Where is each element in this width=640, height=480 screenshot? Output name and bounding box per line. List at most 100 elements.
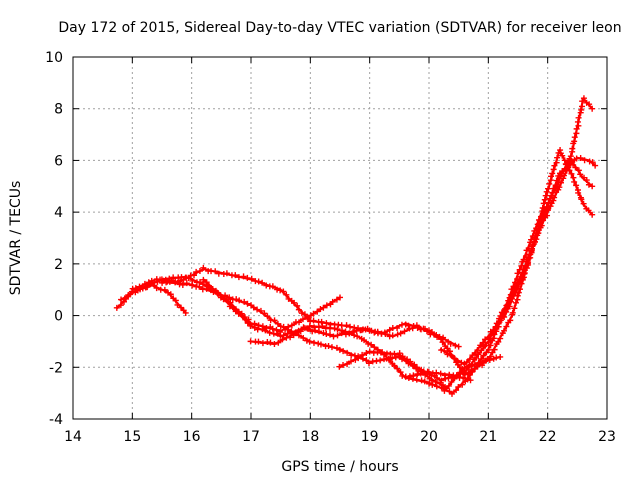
data-point <box>585 181 592 188</box>
data-point <box>460 374 467 381</box>
data-point <box>469 368 476 375</box>
grid <box>73 57 607 419</box>
data-point <box>457 364 464 371</box>
data-point <box>549 189 556 196</box>
data-point <box>113 304 120 311</box>
data-point <box>323 320 330 327</box>
data-point <box>306 338 313 345</box>
data-point <box>267 339 274 346</box>
data-point <box>544 212 551 219</box>
data-point <box>319 323 326 330</box>
data-point <box>295 306 302 313</box>
data-point <box>397 330 404 337</box>
x-tick-label: 17 <box>242 429 260 445</box>
data-point <box>568 170 575 177</box>
data-point <box>320 329 327 336</box>
data-point <box>466 362 473 369</box>
data-point <box>340 362 347 369</box>
data-point <box>316 328 323 335</box>
data-point <box>236 297 243 304</box>
data-point <box>453 372 460 379</box>
data-point <box>394 331 401 338</box>
data-point <box>148 277 155 284</box>
data-point <box>303 337 310 344</box>
data-point <box>407 358 414 365</box>
data-point <box>196 283 203 290</box>
data-point <box>178 304 185 311</box>
data-point <box>223 270 230 277</box>
x-tick-label: 15 <box>123 429 141 445</box>
plot-frame <box>72 56 608 420</box>
data-point <box>497 335 504 342</box>
data-point <box>279 336 286 343</box>
data-point <box>132 285 139 292</box>
data-point <box>580 200 587 207</box>
data-point <box>570 174 577 181</box>
data-point <box>487 353 494 360</box>
data-point <box>368 327 375 334</box>
data-point <box>528 236 535 243</box>
data-point <box>455 343 462 350</box>
data-point <box>167 291 174 298</box>
data-point <box>365 360 372 367</box>
x-tick-label: 18 <box>301 429 319 445</box>
x-tick-label: 22 <box>539 429 557 445</box>
data-point <box>254 306 261 313</box>
data-point <box>397 369 404 376</box>
data-point <box>540 200 547 207</box>
data-point <box>142 284 149 291</box>
data-point <box>409 375 416 382</box>
data-point <box>355 355 362 362</box>
data-point <box>359 351 366 358</box>
series-track-8 <box>402 156 596 397</box>
data-point <box>556 184 563 191</box>
data-point <box>452 342 459 349</box>
data-point <box>473 354 480 361</box>
data-point <box>127 290 134 297</box>
data-point <box>296 319 303 326</box>
data-point <box>480 352 487 359</box>
data-point <box>391 350 398 357</box>
y-tick-label: 8 <box>54 102 63 118</box>
data-point <box>592 162 599 169</box>
data-point <box>447 351 454 358</box>
data-point <box>257 307 264 314</box>
data-point <box>424 368 431 375</box>
data-point <box>421 378 428 385</box>
data-point <box>301 325 308 332</box>
data-point <box>259 326 266 333</box>
data-point <box>226 294 233 301</box>
data-point <box>288 322 295 329</box>
data-point <box>224 298 231 305</box>
data-point <box>544 185 551 192</box>
data-point <box>366 348 373 355</box>
data-point <box>247 322 254 329</box>
data-point <box>299 316 306 323</box>
data-point <box>399 353 406 360</box>
data-point <box>458 359 465 366</box>
data-point <box>287 334 294 341</box>
data-point <box>174 301 181 308</box>
data-point <box>554 154 561 161</box>
data-point <box>586 158 593 165</box>
data-point <box>241 298 248 305</box>
data-point <box>420 325 427 332</box>
data-point <box>261 310 268 317</box>
data-point <box>318 318 325 325</box>
y-tick-label: -2 <box>49 360 63 376</box>
data-point <box>441 387 448 394</box>
series-track-9 <box>438 95 596 367</box>
data-point <box>589 105 596 112</box>
data-point <box>255 322 262 329</box>
data-point <box>271 317 278 324</box>
data-point <box>285 295 292 302</box>
y-tick-label: 10 <box>45 50 63 66</box>
data-point <box>277 287 284 294</box>
data-point <box>471 365 478 372</box>
data-point <box>581 157 588 164</box>
data-point <box>363 349 370 356</box>
data-point <box>572 164 579 171</box>
data-point <box>402 373 409 380</box>
data-point <box>280 323 287 330</box>
data-point <box>343 322 350 329</box>
